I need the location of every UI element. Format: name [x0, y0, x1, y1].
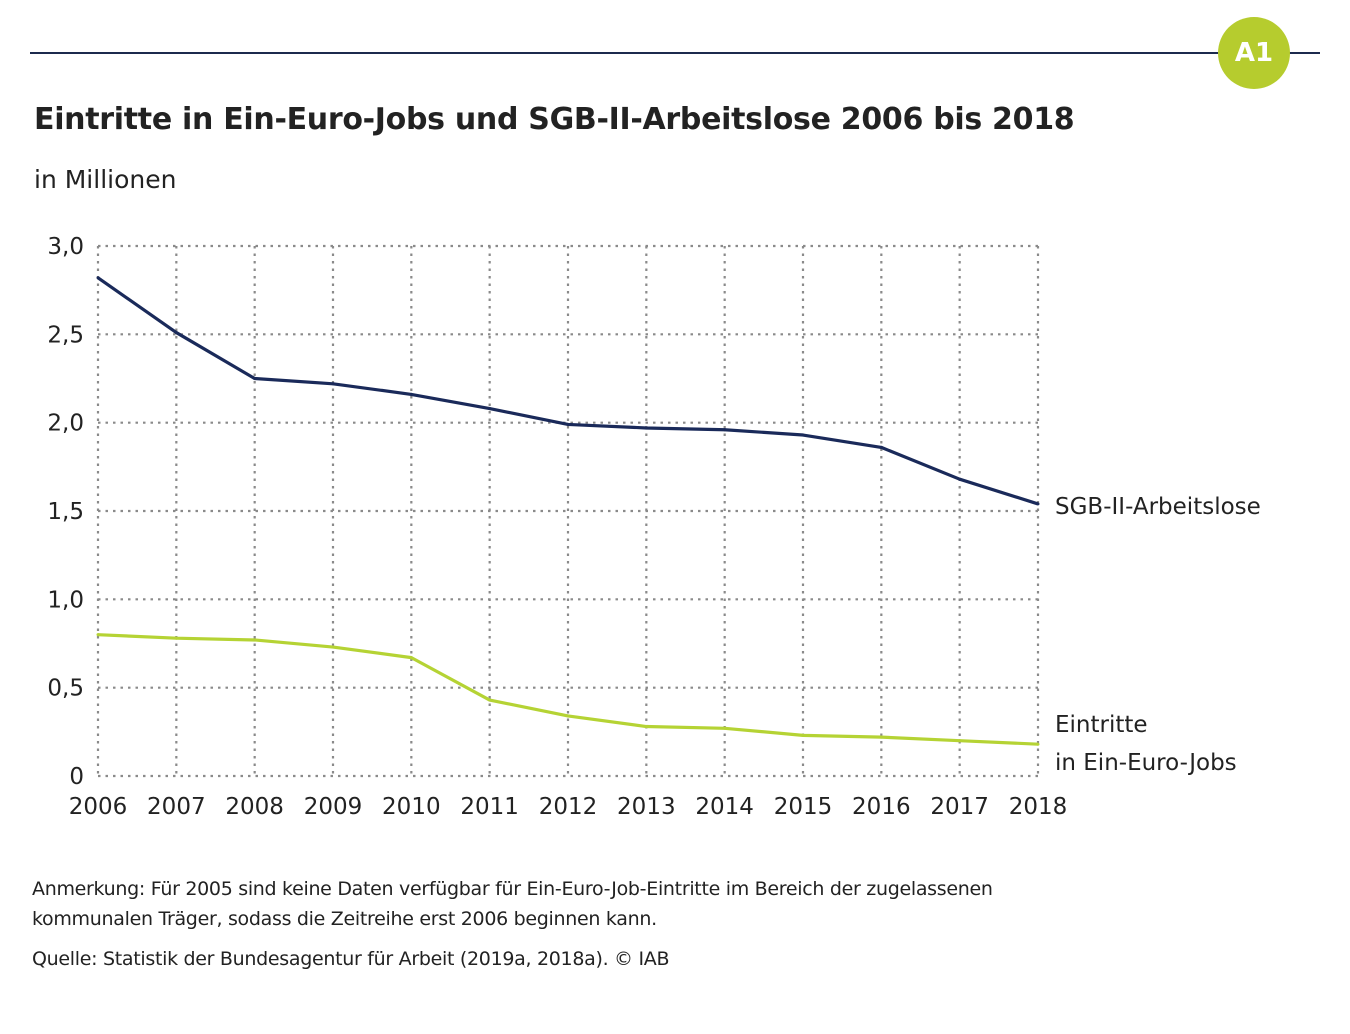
data-point: [253, 377, 257, 380]
data-point: [801, 733, 805, 737]
data-point: [409, 392, 413, 396]
figure-badge: A1: [1218, 17, 1290, 89]
data-point: [331, 382, 335, 386]
chart-subtitle: in Millionen: [34, 165, 177, 194]
data-point: [958, 739, 962, 743]
header-rule: [30, 52, 1320, 54]
data-point: [174, 331, 178, 335]
y-tick-label: 2,5: [47, 322, 84, 348]
y-axis-ticks: 0 0,5 1,0 1,5 2,0 2,5 3,0: [47, 234, 84, 790]
line-chart: 0 0,5 1,0 1,5 2,0 2,5 3,0 2006 2007 2008 2009 2010…: [47, 234, 1261, 820]
y-tick-label: 0: [69, 764, 84, 790]
data-point: [644, 725, 648, 729]
y-tick-label: 1,5: [47, 499, 84, 525]
x-tick-label: 2006: [69, 794, 128, 820]
x-tick-label: 2008: [225, 794, 284, 820]
x-tick-label: 2010: [382, 794, 441, 820]
series-lines: [96, 276, 1040, 746]
x-tick-label: 2017: [930, 794, 989, 820]
data-point: [879, 445, 883, 449]
note-line-1: Anmerkung: Für 2005 sind keine Daten ver…: [32, 878, 993, 900]
data-point: [566, 714, 570, 718]
note-line-2: kommunalen Träger, sodass die Zeitreihe …: [32, 908, 657, 930]
data-point: [801, 433, 805, 437]
data-point: [958, 477, 962, 481]
x-tick-label: 2013: [617, 794, 676, 820]
x-tick-label: 2014: [695, 794, 754, 820]
series-label: Eintritte: [1055, 712, 1148, 738]
chart-note: Anmerkung: Für 2005 sind keine Daten ver…: [32, 874, 993, 934]
x-tick-label: 2018: [1009, 794, 1068, 820]
data-point: [644, 426, 648, 430]
y-tick-label: 1,0: [47, 587, 84, 613]
data-point: [96, 276, 100, 280]
x-tick-label: 2012: [539, 794, 598, 820]
x-tick-label: 2007: [147, 794, 206, 820]
data-point: [566, 422, 570, 426]
series-label: in Ein-Euro-Jobs: [1055, 750, 1237, 776]
series-labels: SGB-II-Arbeitslose Eintritte in Ein-Euro-J…: [1055, 494, 1261, 776]
data-point: [488, 407, 492, 411]
grid: [96, 244, 1040, 778]
x-tick-label: 2011: [460, 794, 519, 820]
x-tick-label: 2015: [774, 794, 833, 820]
x-axis-ticks: 2006 2007 2008 2009 2010 2011 2012 2013 2014 2015…: [69, 794, 1068, 820]
data-point: [723, 726, 727, 730]
x-tick-label: 2016: [852, 794, 911, 820]
chart-title: Eintritte in Ein-Euro-Jobs und SGB-II-Ar…: [34, 102, 1075, 137]
data-point: [409, 656, 413, 660]
y-tick-label: 0,5: [47, 676, 84, 702]
chart-source: Quelle: Statistik der Bundesagentur für …: [32, 948, 670, 970]
data-point: [253, 638, 257, 642]
data-point: [723, 428, 727, 432]
data-point: [331, 645, 335, 649]
data-point: [1036, 742, 1040, 746]
data-point: [488, 698, 492, 702]
x-tick-label: 2009: [304, 794, 363, 820]
series-label: SGB-II-Arbeitslose: [1055, 494, 1261, 520]
y-tick-label: 2,0: [47, 411, 84, 437]
data-point: [1036, 502, 1040, 506]
data-point: [879, 735, 883, 739]
data-point: [96, 633, 100, 637]
y-tick-label: 3,0: [47, 234, 84, 260]
data-point: [174, 636, 178, 640]
